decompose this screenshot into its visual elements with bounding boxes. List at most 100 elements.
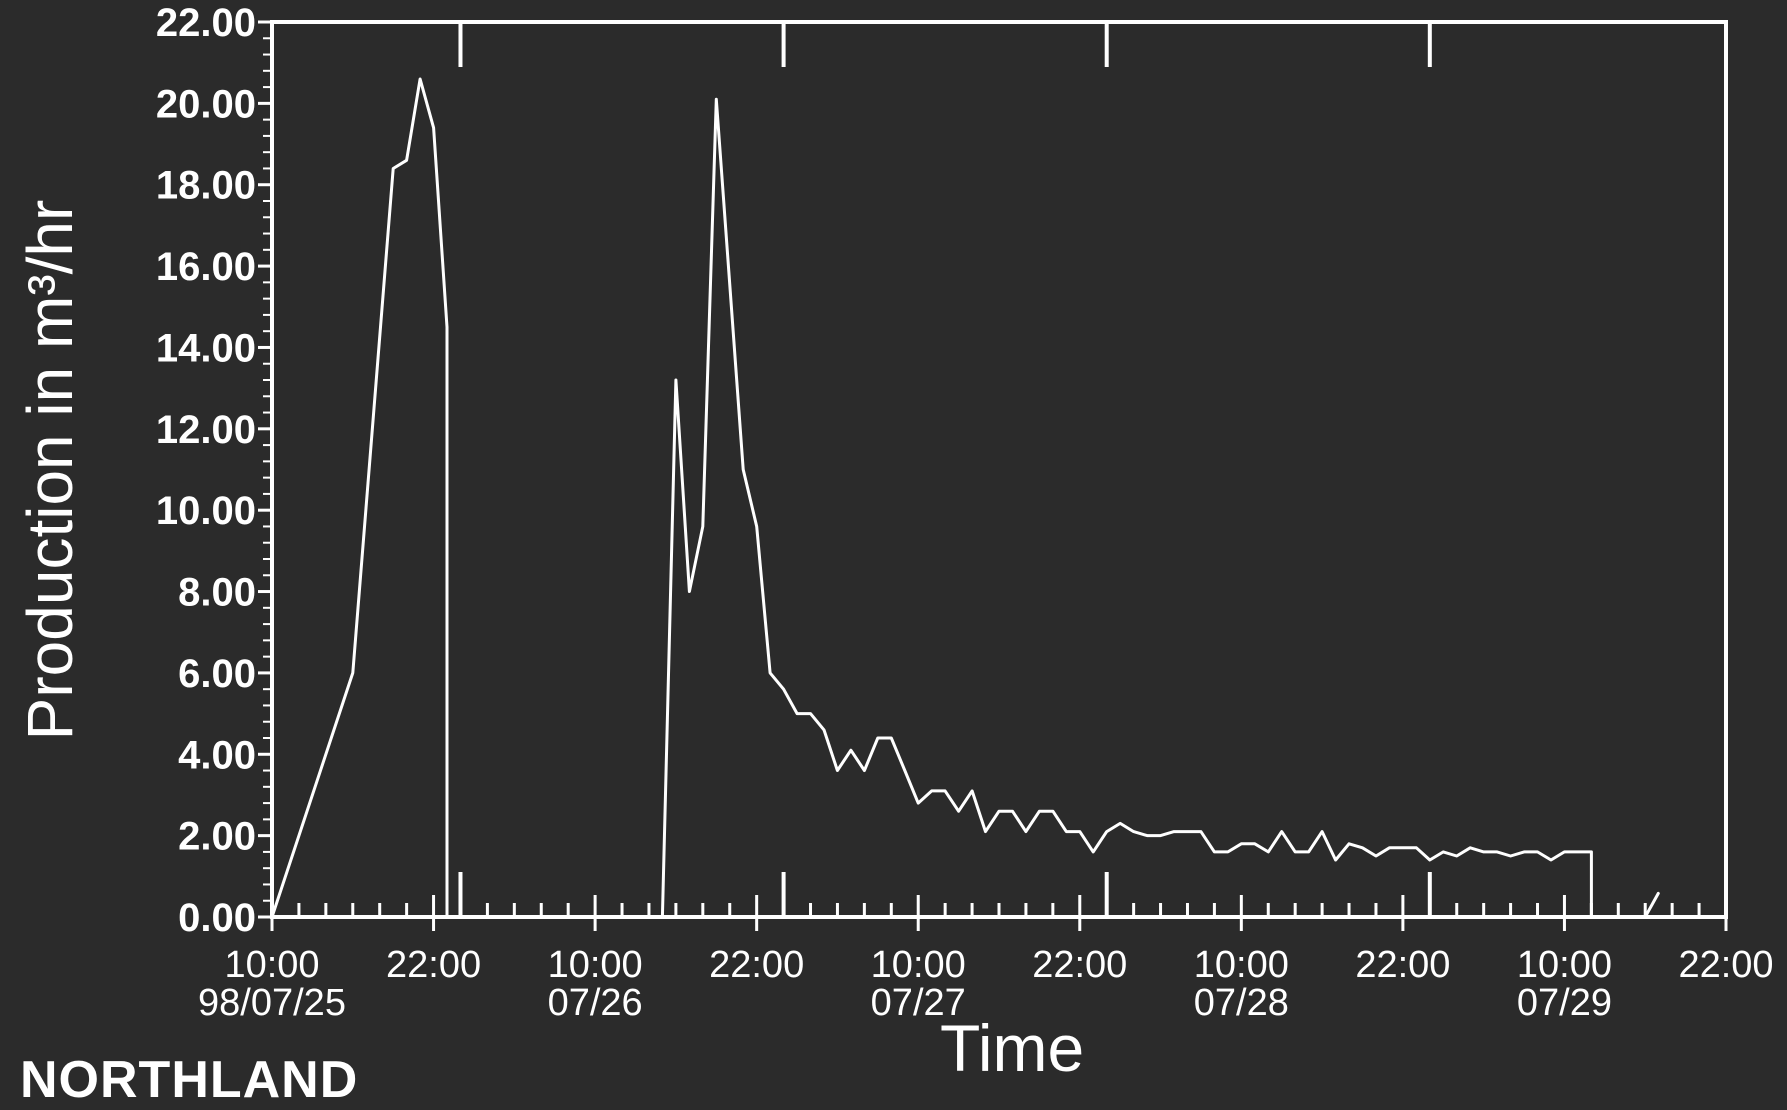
data-point <box>1294 851 1296 853</box>
data-point <box>702 525 704 528</box>
data-point <box>1321 830 1323 833</box>
data-point <box>796 712 798 715</box>
data-point <box>742 468 745 471</box>
data-point <box>1159 834 1162 837</box>
data-point <box>1536 851 1539 853</box>
data-point <box>1025 830 1027 833</box>
y-tick-label: 6.00 <box>178 652 256 696</box>
y-tick-label: 2.00 <box>178 815 256 859</box>
data-point <box>1361 847 1364 849</box>
data-point <box>1253 842 1256 845</box>
x-axis-label: Time <box>940 1011 1085 1085</box>
data-point <box>769 672 771 674</box>
data-point <box>1550 859 1552 861</box>
data-point <box>971 790 973 792</box>
y-tick-label: 12.00 <box>156 408 256 452</box>
data-point <box>782 688 785 690</box>
x-tick-label: 22:00 <box>386 944 481 986</box>
data-point <box>1375 855 1377 857</box>
data-point <box>930 790 933 792</box>
data-point <box>1334 859 1337 861</box>
y-tick-label: 18.00 <box>156 164 256 208</box>
data-point <box>1240 842 1243 845</box>
y-tick-label: 10.00 <box>156 489 256 533</box>
data-point <box>271 916 273 918</box>
x-tick-label: 10:00 <box>224 944 319 986</box>
y-axis-label: Production in m³/hr <box>14 199 86 741</box>
data-point <box>405 159 408 162</box>
x-tick-label: 10:00 <box>548 944 643 986</box>
y-tick-label: 14.00 <box>156 326 256 370</box>
data-point <box>1469 847 1472 849</box>
data-point <box>661 916 664 918</box>
x-tick-label: 10:00 <box>1194 944 1289 986</box>
data-point <box>1509 855 1512 857</box>
data-point <box>1577 851 1579 853</box>
data-point <box>1105 830 1108 833</box>
data-point <box>1146 834 1148 837</box>
data-point <box>1078 830 1081 833</box>
data-point <box>957 810 960 813</box>
data-point <box>688 590 691 593</box>
y-tick-label: 8.00 <box>178 571 256 615</box>
data-point <box>432 126 435 129</box>
footer-logo-text: NORTHLAND <box>20 1051 359 1109</box>
production-series-line <box>270 77 1661 919</box>
data-point <box>1213 851 1216 853</box>
x-tick-label: 22:00 <box>709 944 804 986</box>
data-point <box>1442 851 1445 853</box>
data-point <box>1590 916 1593 918</box>
data-point <box>1388 847 1391 849</box>
data-point <box>1038 810 1041 813</box>
data-point <box>998 810 1000 813</box>
y-tick-label: 4.00 <box>178 733 256 777</box>
data-point <box>446 326 448 328</box>
x-tick-label: 10:00 <box>871 944 966 986</box>
data-point <box>755 525 758 528</box>
data-point <box>1307 851 1310 853</box>
y-tick-label: 20.00 <box>156 82 256 126</box>
data-point <box>1523 851 1525 853</box>
data-point <box>1132 830 1135 833</box>
data-point <box>944 790 946 792</box>
data-point <box>1415 847 1418 849</box>
x-tick-date-label: 07/28 <box>1194 982 1289 1024</box>
data-point <box>351 672 354 674</box>
production-chart: 0.00 2.00 4.00 6.00 8.00 10.00 12.00 14.00 16.00… <box>156 1 1774 1024</box>
data-point <box>1590 851 1593 853</box>
data-point <box>1052 810 1054 813</box>
data-point <box>984 830 987 833</box>
data-point <box>1482 851 1485 853</box>
y-tick-label: 16.00 <box>156 245 256 289</box>
data-point <box>903 769 906 772</box>
data-point <box>1280 830 1283 833</box>
data-point <box>1429 859 1431 861</box>
data-point <box>1348 842 1350 845</box>
data-point <box>1496 851 1498 853</box>
data-point <box>1119 822 1121 825</box>
y-tick-label: 0.00 <box>178 896 256 940</box>
x-tick-date-label: 07/27 <box>871 982 966 1024</box>
y-tick-label: 22.00 <box>156 1 256 45</box>
x-tick-date-label: 07/26 <box>548 982 643 1024</box>
data-point <box>917 802 920 804</box>
data-point <box>1402 847 1404 849</box>
x-tick-label: 22:00 <box>1032 944 1127 986</box>
data-point <box>1200 830 1202 833</box>
data-point <box>1173 830 1175 833</box>
data-point <box>836 769 839 772</box>
data-point <box>715 98 718 101</box>
x-tick-label: 22:00 <box>1355 944 1450 986</box>
data-point <box>675 379 677 381</box>
data-point <box>890 737 893 739</box>
x-tick-date-label: 07/29 <box>1517 982 1612 1024</box>
data-point <box>1644 916 1647 918</box>
data-point <box>392 167 394 170</box>
x-tick-date-label: 98/07/25 <box>198 982 346 1024</box>
plot-frame <box>270 20 1728 919</box>
data-point <box>1267 851 1270 853</box>
data-point <box>1065 830 1068 833</box>
data-point <box>1011 810 1014 813</box>
x-tick-label: 10:00 <box>1517 944 1612 986</box>
data-point <box>1227 851 1229 853</box>
